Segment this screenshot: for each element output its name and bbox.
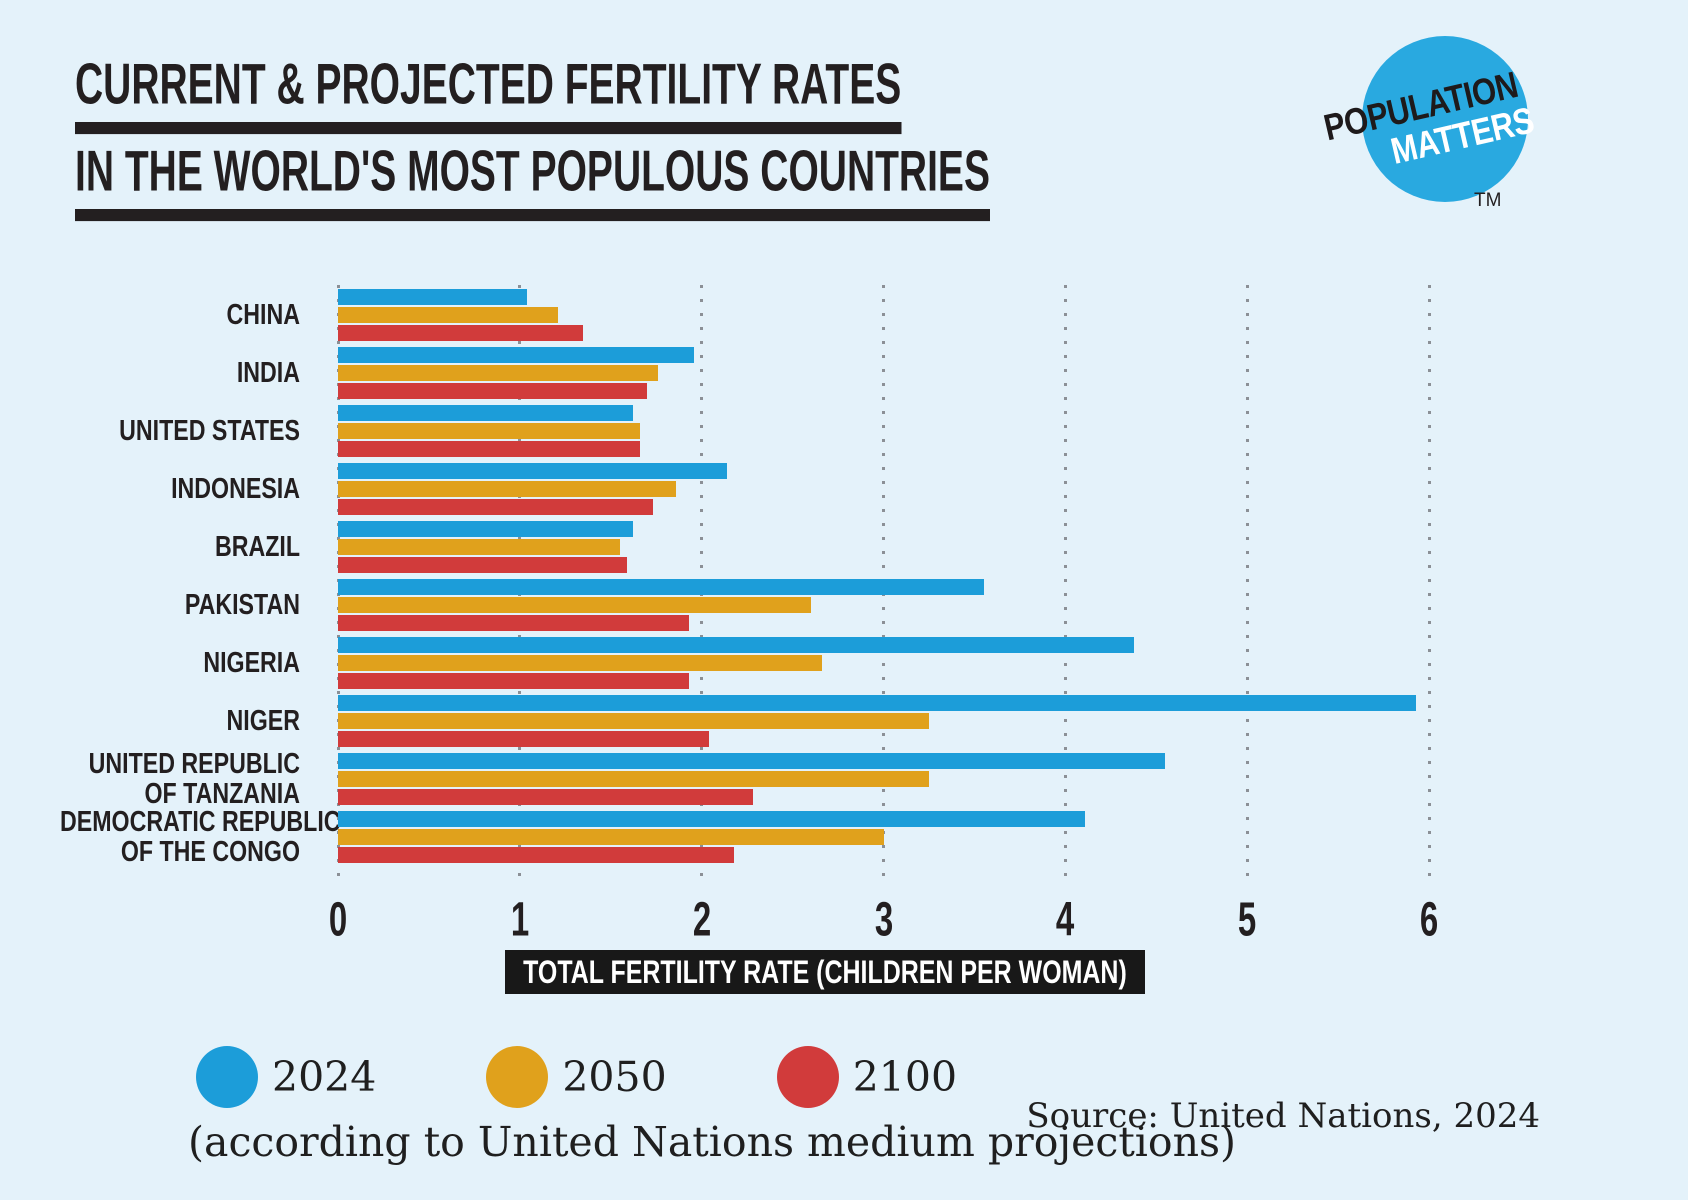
label-nigeria: NIGERIA xyxy=(203,647,300,679)
bar-niger-2050 xyxy=(338,713,929,729)
legend-label-2100: 2100 xyxy=(852,1053,958,1101)
bar-indonesia-2100 xyxy=(338,499,653,515)
bar-united-republic-of-tanzania-2024 xyxy=(338,753,1166,769)
bar-democratic-republic-of-the-congo-2100 xyxy=(338,847,735,863)
legend-swatch-2050 xyxy=(486,1046,549,1108)
bar-pakistan-2024 xyxy=(338,579,984,595)
bar-democratic-republic-of-the-congo-2050 xyxy=(338,829,884,845)
legend: 2024 2050 2100 xyxy=(196,1046,957,1108)
x-axis-ticks: 0 1 2 3 4 5 6 xyxy=(0,892,1688,950)
bar-brazil-2050 xyxy=(338,539,620,555)
category-labels: CHINA INDIA UNITED STATES INDONESIA BRAZIL PA… xyxy=(0,285,341,885)
label-democratic-republic-of-the-congo: DEMOCRATIC REPUBLIC OF THE CONGO xyxy=(60,806,341,868)
logo-circle xyxy=(1362,36,1528,202)
legend-item-2050: 2050 xyxy=(486,1046,667,1108)
bar-pakistan-2050 xyxy=(338,597,811,613)
bar-democratic-republic-of-the-congo-2024 xyxy=(338,811,1086,827)
bar-united-states-2100 xyxy=(338,441,640,457)
legend-item-2024: 2024 xyxy=(196,1046,376,1108)
x-tick-2: 2 xyxy=(692,892,711,947)
logo-trademark: TM xyxy=(1474,190,1502,211)
projection-note: (according to United Nations medium proj… xyxy=(188,1118,1237,1166)
legend-swatch-2024 xyxy=(196,1046,258,1108)
label-niger: NIGER xyxy=(226,705,300,737)
title-line-2: IN THE WORLD'S MOST POPULOUS COUNTRIES xyxy=(75,143,990,222)
label-brazil: BRAZIL xyxy=(214,531,300,563)
bar-india-2050 xyxy=(338,365,659,381)
label-india: INDIA xyxy=(236,357,300,389)
label-united-republic-of-tanzania: UNITED REPUBLIC OF TANZANIA xyxy=(88,748,300,810)
plot-area xyxy=(336,285,1431,885)
legend-label-2024: 2024 xyxy=(272,1053,377,1101)
label-pakistan: PAKISTAN xyxy=(184,589,300,621)
bar-indonesia-2024 xyxy=(338,463,728,479)
bar-china-2100 xyxy=(338,325,584,341)
gridline-4 xyxy=(1063,285,1067,885)
title-line-1: CURRENT & PROJECTED FERTILITY RATES xyxy=(75,56,902,135)
bar-nigeria-2024 xyxy=(338,637,1135,653)
x-axis-label: TOTAL FERTILITY RATE (CHILDREN PER WOMAN… xyxy=(523,954,1127,990)
bar-niger-2100 xyxy=(338,731,709,747)
x-tick-6: 6 xyxy=(1419,892,1439,947)
label-china: CHINA xyxy=(226,299,300,331)
x-tick-3: 3 xyxy=(874,892,893,947)
bar-india-2100 xyxy=(338,383,648,399)
bar-brazil-2024 xyxy=(338,521,633,537)
bar-united-states-2050 xyxy=(338,423,640,439)
bar-china-2024 xyxy=(338,289,528,305)
bar-indonesia-2050 xyxy=(338,481,677,497)
gridline-5 xyxy=(1245,285,1249,885)
bar-nigeria-2050 xyxy=(338,655,822,671)
population-matters-logo: POPULATION MATTERS TM xyxy=(1320,28,1567,223)
bar-united-republic-of-tanzania-2050 xyxy=(338,771,929,787)
legend-swatch-2100 xyxy=(776,1046,839,1108)
legend-item-2100: 2100 xyxy=(776,1046,958,1108)
bar-pakistan-2100 xyxy=(338,615,689,631)
chart-title: CURRENT & PROJECTED FERTILITY RATES IN T… xyxy=(75,56,1295,230)
bar-brazil-2100 xyxy=(338,557,628,573)
legend-label-2050: 2050 xyxy=(562,1053,667,1101)
source-credit: Source: United Nations, 2024 xyxy=(1026,1096,1540,1136)
bar-nigeria-2100 xyxy=(338,673,689,689)
x-tick-5: 5 xyxy=(1237,892,1257,947)
bar-china-2050 xyxy=(338,307,559,323)
label-indonesia: INDONESIA xyxy=(171,473,300,505)
bar-india-2024 xyxy=(338,347,695,363)
bar-united-republic-of-tanzania-2100 xyxy=(338,789,753,805)
bar-niger-2024 xyxy=(338,695,1417,711)
x-tick-0: 0 xyxy=(328,892,348,947)
gridline-6 xyxy=(1427,285,1431,885)
label-united-states: UNITED STATES xyxy=(119,415,300,447)
x-tick-1: 1 xyxy=(510,892,530,947)
x-tick-4: 4 xyxy=(1056,892,1075,947)
bar-united-states-2024 xyxy=(338,405,633,421)
x-axis-label-box: TOTAL FERTILITY RATE (CHILDREN PER WOMAN… xyxy=(505,950,1145,994)
